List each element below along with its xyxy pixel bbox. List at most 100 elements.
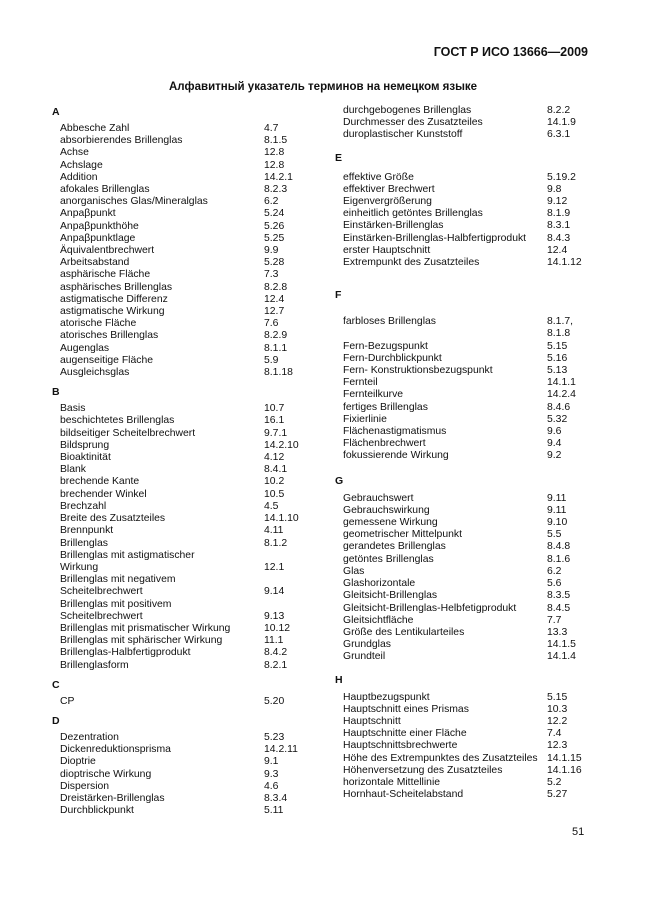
index-entry: geometrischer Mittelpunkt 5.5: [335, 529, 605, 541]
entry-reference: 8.3.5: [547, 590, 571, 602]
entry-term: Fern- Konstruktionsbezugspunkt: [343, 365, 493, 377]
index-entry: Abbesche Zahl 4.7: [52, 123, 322, 135]
entry-term: Brillenglas: [60, 537, 108, 549]
entry-term: astigmatische Wirkung: [60, 306, 165, 318]
entry-reference: 14.1.9: [547, 117, 576, 129]
entry-term: duroplastischer Kunststoff: [343, 129, 463, 141]
entry-term: Größe des Lentikularteiles: [343, 626, 465, 638]
entry-reference: 8.2.2: [547, 105, 571, 116]
index-entry: Achslage 12.8: [52, 160, 322, 172]
entry-reference: 14.1.10: [264, 513, 299, 525]
entry-term: horizontale Mittellinie: [343, 776, 441, 788]
entry-reference: 8.3.4: [264, 792, 288, 804]
entry-reference: 14.1.4: [547, 651, 576, 663]
entry-reference: 5.19.2: [547, 171, 576, 183]
index-entry: Arbeitsabstand 5.28: [52, 257, 322, 269]
entry-term: Bioaktinität: [60, 452, 111, 464]
entry-reference: 9.11: [547, 492, 567, 504]
index-entry: Flächenbrechwert 9.4: [335, 438, 605, 450]
entry-reference: 4.12: [264, 452, 285, 464]
index-entry: bildseitiger Scheitelbrechwert 9.7.1: [52, 428, 322, 440]
entry-term: Glas: [343, 565, 365, 577]
index-entry: Grundteil 14.1.4: [335, 651, 605, 663]
entry-reference: 8.2.8: [264, 281, 288, 293]
entry-reference: 5.26: [264, 220, 285, 232]
entry-term: Augenglas: [60, 342, 110, 354]
index-entry: asphärische Fläche 7.3: [52, 269, 322, 281]
entry-reference: 8.1.6: [547, 553, 571, 565]
entry-term: gerandetes Brillenglas: [343, 541, 446, 553]
entry-term: Brillenglasform: [60, 659, 129, 671]
entry-term: asphärisches Brillenglas: [60, 281, 173, 293]
entry-term: Flächenastigmatismus: [343, 426, 447, 438]
index-entry: horizontale Mittellinie 5.2: [335, 777, 605, 789]
index-entry: Bildsprung 14.2.10: [52, 440, 322, 452]
entry-reference: 9.12: [547, 196, 568, 208]
entry-reference: 12.3: [547, 740, 568, 752]
index-entry: Hauptschnittsbrechwerte 12.3: [335, 740, 605, 752]
index-entry: Eigenvergrößerung 9.12: [335, 196, 605, 208]
index-entry: Brillenglasform 8.2.1: [52, 660, 322, 672]
entry-reference: 12.8: [264, 147, 285, 159]
entry-term: effektive Größe: [343, 171, 414, 183]
entry-reference: 12.4: [264, 293, 285, 305]
entry-reference: 14.2.4: [547, 389, 576, 401]
entry-term: Brillenglas mit prismatischer Wirkung: [60, 622, 231, 634]
entry-term: fokussierende Wirkung: [343, 450, 449, 462]
entry-reference: 7.7: [547, 614, 562, 626]
entry-term: Hauptschnitt eines Prismas: [343, 703, 469, 715]
entry-reference: 4.11: [264, 525, 284, 537]
index-entry: Brillenglas-Halbfertigprodukt 8.4.2: [52, 647, 322, 659]
entry-term: Grundteil: [343, 651, 386, 663]
entry-reference: 8.2.3: [264, 184, 288, 196]
entry-reference: 4.6: [264, 780, 279, 792]
index-entry: Blank 8.4.1: [52, 464, 322, 476]
entry-term: Brillenglas-Halbfertigprodukt: [60, 647, 191, 659]
entry-reference: 9.10: [547, 517, 568, 529]
entry-reference: 5.13: [547, 365, 568, 377]
entry-term: Durchblickpunkt: [60, 805, 134, 817]
section-letter: H: [335, 673, 343, 686]
entry-reference: 5.24: [264, 208, 285, 220]
index-entry: fokussierende Wirkung 9.2: [335, 450, 605, 462]
index-entry: Äquivalentbrechwert 9.9: [52, 245, 322, 257]
index-entry: Einstärken-Brillenglas 8.3.1: [335, 220, 605, 232]
entry-term: Anpaβpunkt: [60, 208, 116, 220]
entry-term: Achse: [60, 147, 89, 159]
entry-reference: 8.1.9: [547, 208, 571, 220]
index-entry: Achse 12.8: [52, 147, 322, 159]
index-entry: beschichtetes Brillenglas 16.1: [52, 415, 322, 427]
index-entry: Glashorizontale 5.6: [335, 578, 605, 590]
entry-term: Brillenglas mit astigmatischer Wirkung: [60, 549, 195, 573]
index-entry: Breite des Zusatzteiles 14.1.10: [52, 513, 322, 525]
entry-reference: 7.4: [547, 728, 562, 740]
entry-term: Dioptrie: [60, 756, 96, 768]
entry-reference: 5.32: [547, 413, 568, 425]
entry-reference: 14.2.11: [264, 744, 298, 756]
entry-reference: 9.14: [264, 586, 285, 598]
index-entry: Höhenversetzung des Zusatzteiles 14.1.16: [335, 765, 605, 777]
index-entry: astigmatische Wirkung 12.7: [52, 306, 322, 318]
entry-reference: 5.2: [547, 776, 562, 788]
index-entry: Fern- Konstruktionsbezugspunkt 5.13: [335, 365, 605, 377]
entry-term: Brennpunkt: [60, 525, 114, 537]
entry-reference: 9.3: [264, 768, 279, 780]
entry-term: Hauptschnittsbrechwerte: [343, 740, 458, 752]
index-section: B Basis 10.7 beschichtetes Brillenglas 16.1 b…: [52, 386, 322, 671]
index-entry: Gebrauchswirkung 9.11: [335, 505, 605, 517]
index-entry: atorisches Brillenglas 8.2.9: [52, 330, 322, 342]
entry-reference: 9.11: [547, 504, 567, 516]
index-entry: gerandetes Brillenglas 8.4.8: [335, 541, 605, 553]
entry-term: Brillenglas mit negativem Scheitelbrechw…: [60, 574, 176, 598]
entry-reference: 6.3.1: [547, 129, 571, 141]
index-entry: effektiver Brechwert 9.8: [335, 184, 605, 196]
entry-term: Hauptbezugspunkt: [343, 691, 430, 703]
entry-reference: 5.9: [264, 354, 279, 366]
entry-reference: 5.11: [264, 805, 284, 817]
index-entry: Fern-Bezugspunkt 5.15: [335, 341, 605, 353]
index-entry: fertiges Brillenglas 8.4.6: [335, 402, 605, 414]
entry-term: Grundglas: [343, 639, 391, 651]
entry-reference: 4.7: [264, 123, 279, 134]
entry-reference: 9.4: [547, 438, 562, 450]
